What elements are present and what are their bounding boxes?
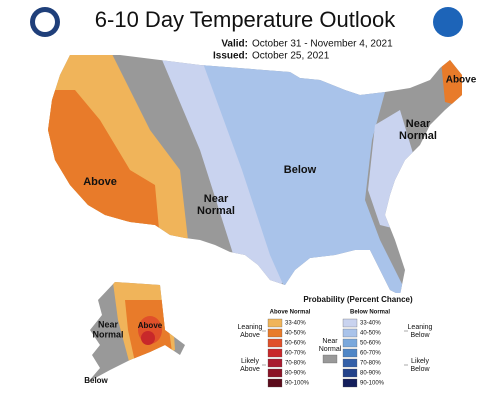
map-labels: AboveNearNormalBelowAboveNearNormalNearN… bbox=[83, 75, 477, 385]
legend-group: Normal bbox=[319, 346, 342, 353]
legend-title: Probability (Percent Chance) bbox=[303, 295, 413, 304]
map-label: Normal bbox=[399, 130, 437, 142]
title: 6-10 Day Temperature Outlook bbox=[95, 7, 396, 32]
legend-group: Leaning bbox=[408, 324, 433, 331]
legend-swatch bbox=[267, 378, 283, 388]
legend-swatch bbox=[342, 338, 358, 348]
legend-group: Above bbox=[240, 332, 260, 339]
above-heading: Above Normal bbox=[270, 310, 311, 316]
legend-range: 60-70% bbox=[285, 351, 306, 357]
map-label: Near bbox=[204, 193, 229, 205]
legend-group: Below bbox=[410, 332, 430, 339]
below-region bbox=[200, 55, 410, 295]
legend-range: 80-90% bbox=[360, 371, 381, 377]
legend-range: 33-40% bbox=[360, 321, 381, 327]
map-label: Normal bbox=[197, 205, 235, 217]
issued-label: Issued: bbox=[213, 51, 248, 62]
legend-range: 50-60% bbox=[285, 341, 306, 347]
map-label: Near bbox=[98, 319, 119, 329]
legend-swatch bbox=[342, 378, 358, 388]
map-label: Near bbox=[406, 118, 431, 130]
legend-range: 90-100% bbox=[360, 381, 385, 387]
legend-swatch bbox=[267, 368, 283, 378]
legend-group: Below bbox=[410, 366, 430, 373]
lean-below-region bbox=[160, 55, 295, 295]
legend-group: Likely bbox=[411, 358, 429, 365]
legend-group: Above bbox=[240, 366, 260, 373]
legend-range: 40-50% bbox=[285, 331, 306, 337]
legend-range: 60-70% bbox=[360, 351, 381, 357]
legend: 33-40% 40-50% 50-60% 60-70% 70-80% 80-90% 90-1… bbox=[238, 318, 433, 388]
map-label: Below bbox=[84, 376, 108, 385]
legend-swatch bbox=[342, 358, 358, 368]
legend-swatch bbox=[342, 348, 358, 358]
legend-swatch bbox=[342, 328, 358, 338]
legend-swatch bbox=[342, 318, 358, 328]
above-ne bbox=[440, 55, 462, 110]
ak-likely-core bbox=[141, 331, 155, 345]
legend-range: 40-50% bbox=[360, 331, 381, 337]
map-label: Above bbox=[446, 75, 477, 86]
legend-swatch bbox=[322, 354, 338, 364]
doc-logo-inner bbox=[35, 12, 55, 32]
noaa-logo bbox=[433, 7, 463, 37]
legend-swatch bbox=[267, 358, 283, 368]
valid: October 31 - November 4, 2021 bbox=[252, 39, 393, 50]
legend-range: 80-90% bbox=[285, 371, 306, 377]
legend-range: 70-80% bbox=[360, 361, 381, 367]
map-label: Above bbox=[138, 321, 163, 330]
legend-range: 50-60% bbox=[360, 341, 381, 347]
legend-swatch bbox=[267, 338, 283, 348]
legend-range: 70-80% bbox=[285, 361, 306, 367]
legend-swatch bbox=[267, 328, 283, 338]
legend-swatch bbox=[342, 368, 358, 378]
legend-swatch bbox=[267, 348, 283, 358]
legend-group: Likely bbox=[241, 358, 259, 365]
map-label: Below bbox=[284, 164, 317, 176]
map-label: Above bbox=[83, 176, 117, 188]
legend-swatch bbox=[267, 318, 283, 328]
legend-range: 90-100% bbox=[285, 381, 310, 387]
below-heading: Below Normal bbox=[350, 310, 390, 316]
issued: October 25, 2021 bbox=[252, 51, 330, 62]
legend-range: 33-40% bbox=[285, 321, 306, 327]
valid-label: Valid: bbox=[221, 39, 248, 50]
map-label: Normal bbox=[92, 329, 123, 339]
legend-group: Near bbox=[322, 338, 338, 345]
legend-group: Leaning bbox=[238, 324, 263, 331]
